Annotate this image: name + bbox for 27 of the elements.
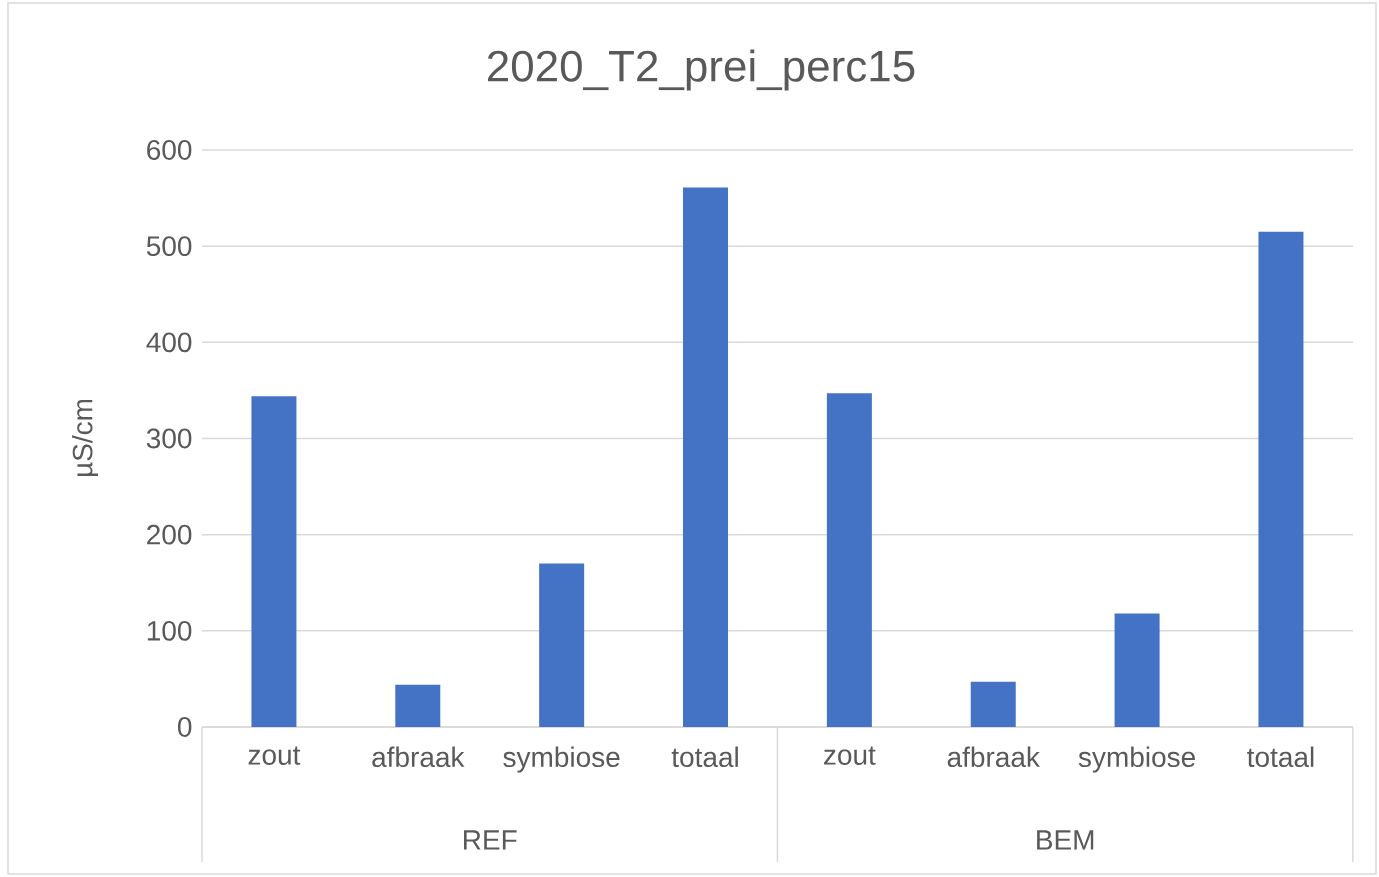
bar <box>1258 231 1304 727</box>
x-tick-label: afbraak <box>947 746 1040 768</box>
chart-title: 2020_T2_prei_perc15 <box>487 49 915 91</box>
x-tick-label: totaal <box>671 746 738 768</box>
text: BEM <box>1037 830 1094 850</box>
bar <box>539 563 585 727</box>
y-tick-label: 300 <box>146 428 192 449</box>
y-axis-title: µS/cm <box>71 399 99 477</box>
y-tick-label: 100 <box>147 620 192 641</box>
y-tick-label: 400 <box>146 332 192 353</box>
x-tick-label: zout <box>824 746 876 765</box>
bar <box>251 396 297 727</box>
text: REF <box>464 830 517 850</box>
y-tick-label: 600 <box>147 140 192 160</box>
bar <box>1114 613 1160 727</box>
x-tick-label: afbraak <box>372 746 465 768</box>
x-tick-label: totaal <box>1247 746 1314 768</box>
bar <box>683 187 729 727</box>
bar <box>826 393 872 727</box>
x-tick-label: symbiose <box>503 746 620 773</box>
x-tick-label: zout <box>248 746 301 765</box>
y-tick-label: 500 <box>146 236 192 257</box>
y-tick-label: 0 <box>178 717 192 737</box>
bar <box>970 681 1016 727</box>
bar <box>395 684 441 727</box>
x-tick-label: symbiose <box>1078 746 1195 773</box>
y-tick-label: 200 <box>147 524 192 545</box>
